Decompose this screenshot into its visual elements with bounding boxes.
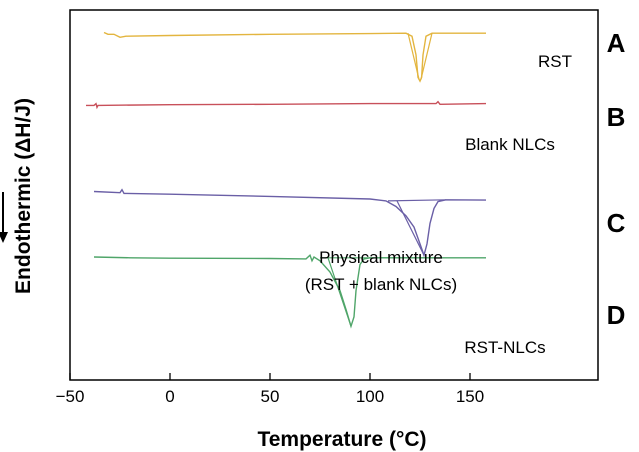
x-axis-ticks: −50 0 50 100 150 [56, 373, 484, 406]
onset-line-c [396, 200, 425, 256]
series-line-b [86, 100, 487, 110]
series-label-d: RST-NLCs [464, 338, 545, 357]
x-tick-label: 150 [456, 387, 484, 406]
y-axis-title: Endothermic (ΔH/J) [12, 98, 35, 294]
x-tick-label: 100 [356, 387, 384, 406]
onset-line-c [387, 199, 447, 202]
x-tick-label: −50 [56, 387, 85, 406]
panel-letter-b: B [607, 102, 626, 132]
series-line-c [93, 188, 487, 258]
series-line-a [103, 31, 486, 83]
endothermic-arrow [0, 192, 8, 243]
x-tick-label: 50 [261, 387, 280, 406]
x-tick-label: 0 [165, 387, 174, 406]
onset-line-a [420, 33, 433, 80]
x-axis-title: Temperature (°C) [257, 428, 426, 451]
panel-letter-a: A [607, 28, 626, 58]
label-layer: A RST B Blank NLCs C Physical mixture (RST + b… [305, 28, 626, 357]
series-label-a: RST [538, 52, 572, 71]
series-label-c: Physical mixture [319, 248, 443, 267]
series-label-b: Blank NLCs [465, 135, 555, 154]
onset-line-d [327, 257, 352, 327]
panel-letter-c: C [607, 208, 626, 238]
series-label-c: (RST + blank NLCs) [305, 275, 457, 294]
plot-frame [69, 9, 599, 381]
onset-line-a [407, 33, 420, 80]
series-line-d [93, 253, 486, 329]
series-layer [86, 31, 487, 329]
panel-letter-d: D [607, 300, 626, 330]
